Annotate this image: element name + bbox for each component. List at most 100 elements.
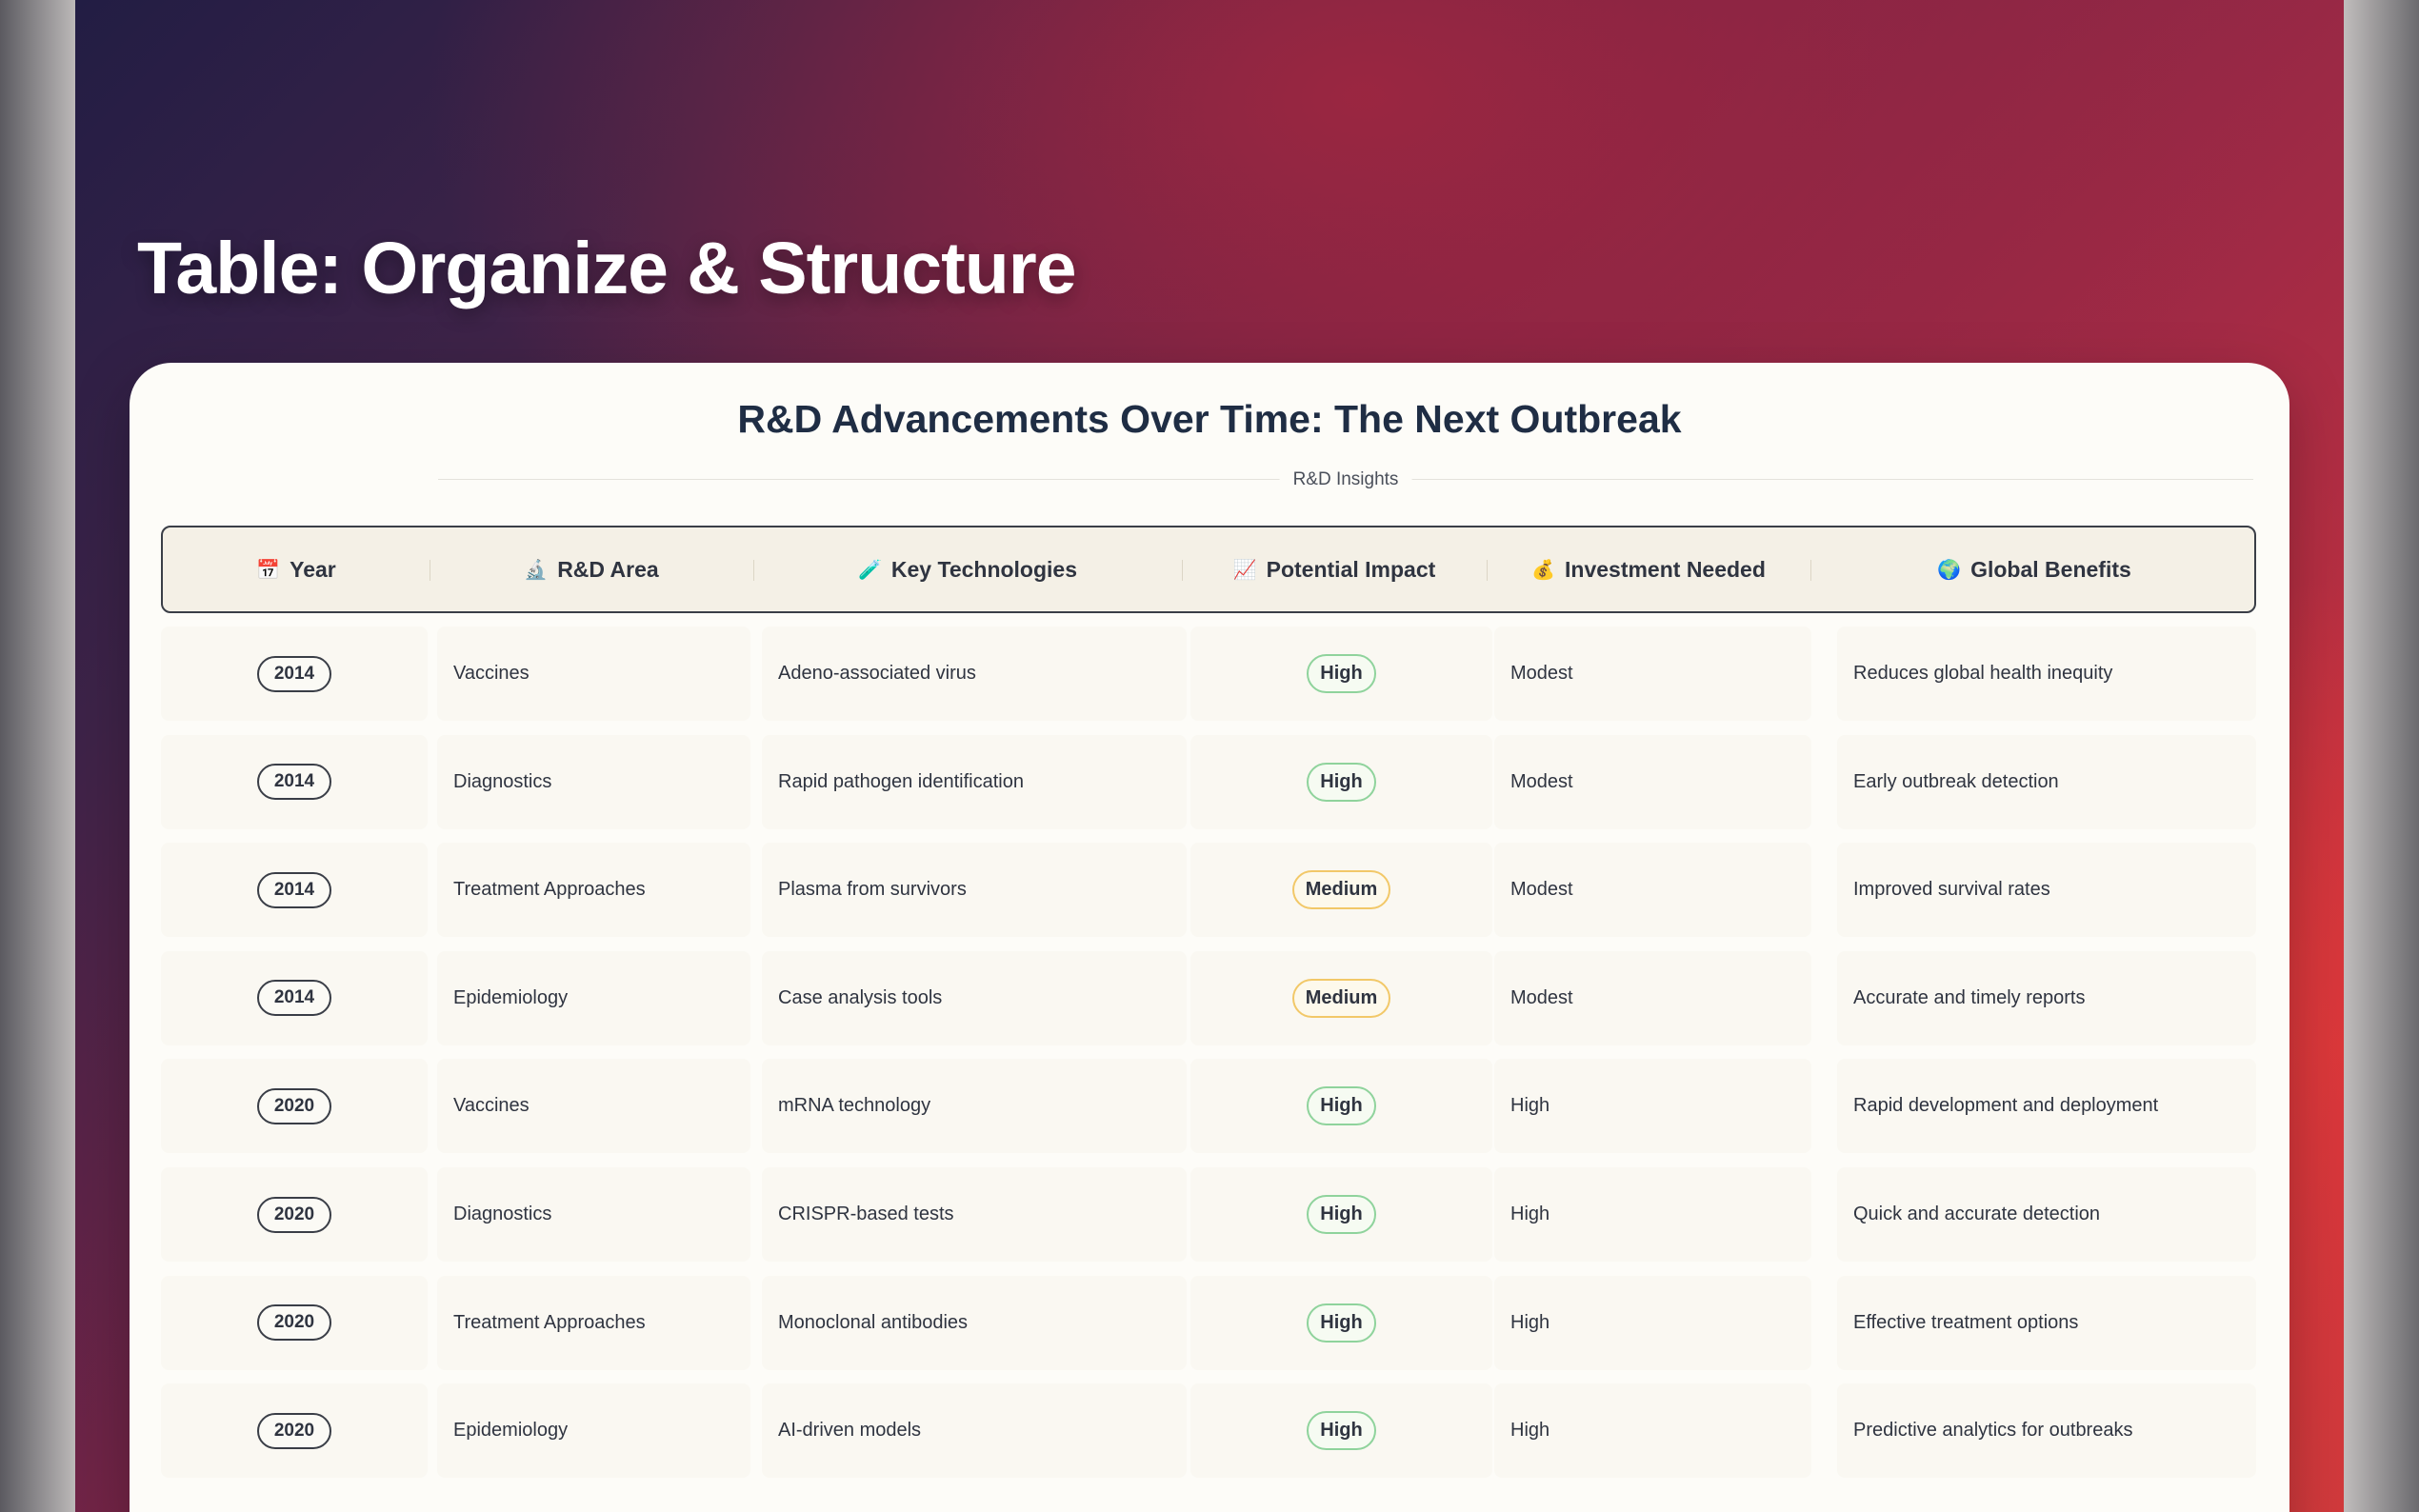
cell-investment-needed: High <box>1494 1275 1811 1370</box>
cell-potential-impact: Medium <box>1190 950 1492 1045</box>
cell-text: Modest <box>1510 663 1573 684</box>
column-header-investment-needed[interactable]: 💰 Investment Needed <box>1487 527 1810 611</box>
page-title: Table: Organize & Structure <box>137 228 1077 309</box>
cell-rd-area: Epidemiology <box>437 950 750 1045</box>
impact-badge: High <box>1307 1086 1376 1126</box>
cell-potential-impact: High <box>1190 627 1492 721</box>
cell-key-technologies: Case analysis tools <box>762 950 1187 1045</box>
table-row[interactable]: 2020 Epidemiology AI-driven models High High… <box>161 1383 2256 1479</box>
impact-badge: High <box>1307 1195 1376 1234</box>
cell-text: Rapid development and deployment <box>1853 1095 2159 1117</box>
year-badge: 2014 <box>256 980 332 1017</box>
table-header: 📅 Year 🔬 R&D Area 🧪 Key Technologies 📈 Potentia… <box>161 526 2256 613</box>
table-subtitle: R&D Insights <box>1279 469 1412 490</box>
cell-global-benefits: Reduces global health inequity <box>1837 627 2256 721</box>
column-header-label: Global Benefits <box>1970 556 2131 582</box>
cell-text: Vaccines <box>453 663 530 684</box>
cell-text: High <box>1510 1311 1550 1333</box>
cell-year: 2014 <box>161 627 428 721</box>
header-separator <box>1487 560 1488 581</box>
cell-investment-needed: Modest <box>1494 627 1811 721</box>
cell-global-benefits: Quick and accurate detection <box>1837 1167 2256 1262</box>
cell-text: Adeno-associated virus <box>778 663 976 684</box>
subtitle-divider: R&D Insights <box>438 469 2253 490</box>
cell-investment-needed: Modest <box>1494 950 1811 1045</box>
cell-text: Modest <box>1510 770 1573 792</box>
cell-text: Reduces global health inequity <box>1853 663 2113 684</box>
cell-year: 2020 <box>161 1383 428 1479</box>
cell-rd-area: Treatment Approaches <box>437 1275 750 1370</box>
cell-year: 2014 <box>161 950 428 1045</box>
cell-investment-needed: High <box>1494 1167 1811 1262</box>
cell-text: Effective treatment options <box>1853 1311 2079 1333</box>
cell-text: Case analysis tools <box>778 986 943 1008</box>
cell-text: Diagnostics <box>453 1204 552 1224</box>
cell-text: High <box>1510 1204 1550 1224</box>
year-badge: 2020 <box>256 1196 332 1233</box>
column-header-rd-area[interactable]: 🔬 R&D Area <box>430 527 753 611</box>
column-header-potential-impact[interactable]: 📈 Potential Impact <box>1182 527 1487 611</box>
year-badge: 2014 <box>256 871 332 908</box>
cell-global-benefits: Improved survival rates <box>1837 843 2256 938</box>
cell-investment-needed: Modest <box>1494 843 1811 938</box>
cell-key-technologies: Rapid pathogen identification <box>762 734 1187 829</box>
cell-key-technologies: AI-driven models <box>762 1383 1187 1479</box>
cell-key-technologies: CRISPR-based tests <box>762 1167 1187 1262</box>
header-separator <box>753 560 754 581</box>
cell-text: AI-driven models <box>778 1420 922 1442</box>
cell-key-technologies: Adeno-associated virus <box>762 627 1187 721</box>
cell-text: Quick and accurate detection <box>1853 1204 2101 1224</box>
table-row[interactable]: 2020 Vaccines mRNA technology High High Rapid… <box>161 1059 2256 1154</box>
table-row[interactable]: 2020 Treatment Approaches Monoclonal antib… <box>161 1275 2256 1370</box>
column-header-label: Year <box>290 556 336 582</box>
cell-potential-impact: High <box>1190 1167 1492 1262</box>
column-header-key-technologies[interactable]: 🧪 Key Technologies <box>753 527 1182 611</box>
cell-text: Treatment Approaches <box>453 879 646 901</box>
cell-investment-needed: Modest <box>1494 734 1811 829</box>
impact-badge: High <box>1307 654 1376 693</box>
cell-rd-area: Vaccines <box>437 1059 750 1154</box>
cell-text: mRNA technology <box>778 1095 931 1117</box>
table-row[interactable]: 2014 Epidemiology Case analysis tools Mediu… <box>161 950 2256 1045</box>
impact-badge: High <box>1307 1411 1376 1451</box>
table-card: R&D Advancements Over Time: The Next Out… <box>130 363 2289 1512</box>
table-row[interactable]: 2014 Diagnostics Rapid pathogen identifica… <box>161 734 2256 829</box>
cell-text: Vaccines <box>453 1095 530 1117</box>
cell-global-benefits: Rapid development and deployment <box>1837 1059 2256 1154</box>
header-separator <box>1182 560 1183 581</box>
cell-rd-area: Treatment Approaches <box>437 843 750 938</box>
cell-global-benefits: Effective treatment options <box>1837 1275 2256 1370</box>
impact-badge: High <box>1307 762 1376 802</box>
impact-badge: Medium <box>1291 978 1391 1018</box>
money-bag-icon: 💰 <box>1531 559 1555 581</box>
cell-text: Predictive analytics for outbreaks <box>1853 1420 2133 1442</box>
test-tube-icon: 🧪 <box>857 559 882 581</box>
table-row[interactable]: 2014 Treatment Approaches Plasma from surv… <box>161 843 2256 938</box>
cell-investment-needed: High <box>1494 1059 1811 1154</box>
cell-year: 2020 <box>161 1275 428 1370</box>
cell-potential-impact: Medium <box>1190 843 1492 938</box>
table-row[interactable]: 2014 Vaccines Adeno-associated virus High Mo… <box>161 627 2256 721</box>
cell-text: Treatment Approaches <box>453 1311 646 1333</box>
table-row[interactable]: 2020 Diagnostics CRISPR-based tests High Hig… <box>161 1167 2256 1262</box>
column-header-label: R&D Area <box>557 556 659 582</box>
cell-rd-area: Epidemiology <box>437 1383 750 1479</box>
cell-text: Diagnostics <box>453 770 552 792</box>
column-header-label: Investment Needed <box>1565 556 1766 582</box>
column-header-label: Key Technologies <box>890 556 1078 582</box>
column-header-year[interactable]: 📅 Year <box>163 527 430 611</box>
year-badge: 2020 <box>256 1412 332 1449</box>
chart-increasing-icon: 📈 <box>1232 559 1257 581</box>
column-header-global-benefits[interactable]: 🌍 Global Benefits <box>1810 527 2258 611</box>
cell-text: High <box>1510 1095 1550 1117</box>
impact-badge: High <box>1307 1303 1376 1343</box>
impact-badge: Medium <box>1291 870 1391 910</box>
cell-text: Early outbreak detection <box>1853 770 2059 792</box>
cell-rd-area: Diagnostics <box>437 734 750 829</box>
cell-text: Accurate and timely reports <box>1853 986 2086 1008</box>
cell-investment-needed: High <box>1494 1383 1811 1479</box>
cell-text: Epidemiology <box>453 986 569 1008</box>
calendar-icon: 📅 <box>256 559 281 581</box>
globe-icon: 🌍 <box>1937 559 1962 581</box>
header-separator <box>1810 560 1811 581</box>
